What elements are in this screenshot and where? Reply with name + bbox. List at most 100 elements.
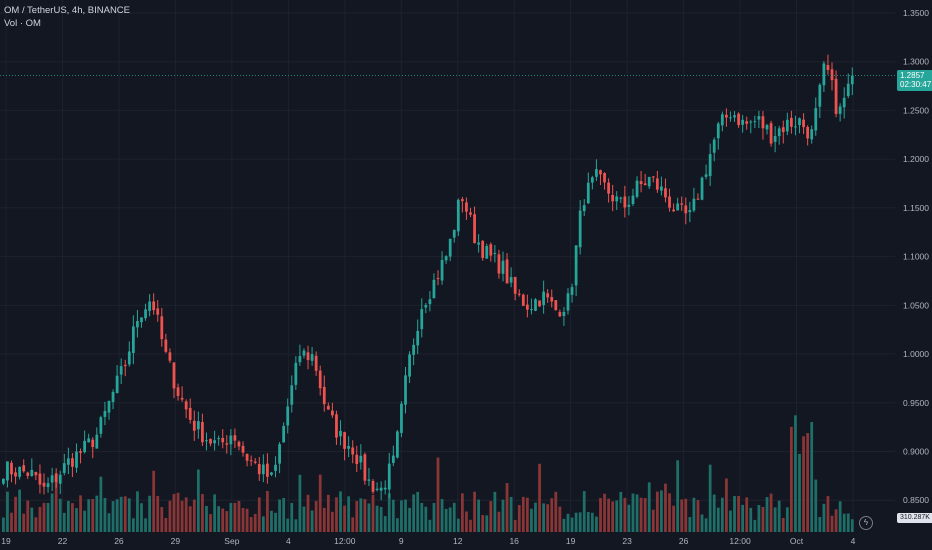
- candle-body: [87, 438, 91, 443]
- volume-bar: [136, 491, 139, 532]
- candle-body: [785, 119, 789, 132]
- volume-bar: [379, 506, 383, 532]
- candle-body: [14, 472, 17, 477]
- candle-body: [127, 351, 131, 365]
- volume-bar: [261, 516, 265, 532]
- volume-bar: [603, 493, 606, 532]
- candle-body: [696, 198, 700, 200]
- candle-body: [261, 464, 265, 475]
- volume-bar: [310, 510, 314, 532]
- volume-bar: [257, 497, 261, 532]
- volume-bar: [408, 507, 411, 532]
- candle-body: [363, 454, 367, 481]
- candle-body: [286, 406, 290, 426]
- candle-body: [83, 440, 86, 453]
- candle-body: [2, 478, 5, 484]
- candle-body: [34, 471, 38, 476]
- volume-bar: [103, 497, 107, 532]
- volume-bar: [326, 494, 330, 532]
- candle-body: [741, 119, 745, 125]
- volume-bar: [111, 501, 115, 532]
- lightning-icon[interactable]: ϟ: [859, 516, 873, 530]
- candle-body: [830, 69, 834, 81]
- volume-bar: [635, 494, 639, 532]
- volume-bar: [692, 497, 696, 532]
- volume-bar: [720, 497, 724, 532]
- volume-bar: [233, 502, 237, 532]
- volume-bar: [46, 502, 50, 532]
- candle-body: [822, 63, 826, 86]
- candle-body: [810, 129, 814, 140]
- price-tick-label: 0.9500: [903, 398, 929, 408]
- price-tick-label: 1.1000: [903, 252, 929, 262]
- price-tick-label: 0.8500: [903, 495, 929, 505]
- volume-bar: [765, 497, 769, 532]
- volume-bar: [700, 514, 704, 532]
- candle-body: [152, 301, 156, 311]
- volume-bar: [773, 507, 777, 532]
- candle-body: [538, 300, 541, 307]
- volume-value-tag: 310.287K: [897, 513, 932, 523]
- volume-legend[interactable]: Vol · OM: [4, 18, 41, 29]
- candle-body: [590, 177, 594, 183]
- candle-body: [375, 488, 379, 490]
- candle-body: [318, 370, 322, 389]
- candle-body: [684, 205, 688, 214]
- candle-body: [241, 445, 245, 453]
- volume-bar: [481, 515, 485, 532]
- candle-body: [582, 205, 586, 212]
- volume-bar: [761, 506, 765, 532]
- candle-body: [497, 254, 501, 274]
- candle-body: [257, 464, 261, 475]
- volume-bar: [331, 511, 334, 532]
- time-axis[interactable]: 19 22 26 29 Sep 4 12:00 9 12 16 19 23 26 12:00 Oct 4: [1, 536, 855, 546]
- candle-body: [412, 344, 416, 355]
- volume-bar: [716, 507, 720, 532]
- volume-bar: [769, 493, 773, 532]
- volume-bar: [607, 498, 610, 532]
- volume-bar: [404, 499, 407, 532]
- candle-body: [794, 126, 797, 128]
- price-tick-label: 1.2500: [903, 105, 929, 115]
- candle-body: [119, 366, 123, 375]
- volume-bar: [802, 436, 805, 532]
- price-axis[interactable]: 1.3500 1.3000 1.2500 1.2000 1.1500 1.1000 1.05…: [903, 8, 929, 505]
- candle-body: [95, 434, 99, 449]
- volume-bar: [306, 494, 310, 532]
- candle-body: [379, 487, 383, 491]
- volume-bar: [639, 497, 643, 532]
- candle-body: [343, 432, 346, 449]
- volume-bar: [749, 507, 753, 532]
- volume-bar: [460, 493, 464, 532]
- time-tick-label: Sep: [224, 536, 239, 546]
- volume-bar: [322, 507, 326, 532]
- candle-body: [578, 210, 582, 248]
- volume-bar: [314, 500, 318, 532]
- volume-bar: [448, 507, 452, 532]
- volume-bar: [387, 493, 391, 532]
- volume-bar: [647, 482, 651, 532]
- volume-bar: [359, 498, 363, 532]
- candle-body: [274, 464, 277, 471]
- volume-bar: [538, 463, 541, 532]
- candle-body: [749, 121, 753, 123]
- volume-bar: [497, 511, 501, 532]
- candle-body: [66, 458, 70, 465]
- volume-bar: [562, 518, 566, 532]
- symbol-legend[interactable]: OM / TetherUS, 4h, BINANCE: [4, 5, 131, 16]
- candle-body: [619, 197, 623, 199]
- volume-bar: [489, 501, 493, 532]
- volume-bar: [643, 498, 647, 532]
- volume-bar: [611, 501, 615, 532]
- candle-body: [249, 460, 253, 462]
- volume-bar: [176, 492, 180, 532]
- candle-body: [298, 356, 302, 363]
- candle-body: [209, 438, 212, 444]
- volume-bar: [424, 506, 428, 532]
- volume-bar: [599, 498, 602, 532]
- candle-body: [603, 173, 606, 183]
- candle-body: [595, 169, 598, 177]
- volume-bar: [546, 504, 550, 532]
- candle-body: [201, 421, 204, 443]
